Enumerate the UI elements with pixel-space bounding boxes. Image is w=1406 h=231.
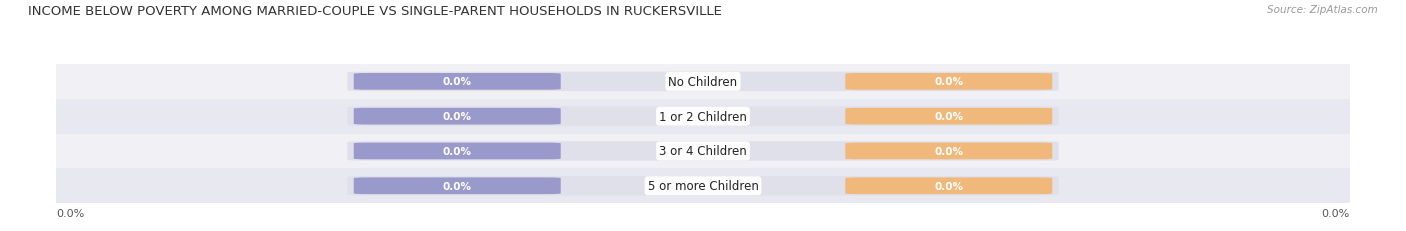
FancyBboxPatch shape [347,107,1059,126]
FancyBboxPatch shape [354,143,561,160]
Text: 0.0%: 0.0% [443,77,472,87]
FancyBboxPatch shape [347,72,1059,92]
FancyBboxPatch shape [354,74,561,90]
Text: 0.0%: 0.0% [443,112,472,122]
Text: No Children: No Children [668,76,738,88]
Text: 0.0%: 0.0% [56,208,84,218]
FancyBboxPatch shape [845,108,1052,125]
Text: 0.0%: 0.0% [934,112,963,122]
FancyBboxPatch shape [56,65,1350,99]
FancyBboxPatch shape [354,178,561,194]
Text: 1 or 2 Children: 1 or 2 Children [659,110,747,123]
Text: 0.0%: 0.0% [934,77,963,87]
FancyBboxPatch shape [845,178,1052,194]
Text: 0.0%: 0.0% [934,181,963,191]
Text: 5 or more Children: 5 or more Children [648,179,758,192]
FancyBboxPatch shape [347,176,1059,196]
Text: INCOME BELOW POVERTY AMONG MARRIED-COUPLE VS SINGLE-PARENT HOUSEHOLDS IN RUCKERS: INCOME BELOW POVERTY AMONG MARRIED-COUPL… [28,5,723,18]
FancyBboxPatch shape [56,99,1350,134]
Text: 3 or 4 Children: 3 or 4 Children [659,145,747,158]
Text: 0.0%: 0.0% [934,146,963,156]
FancyBboxPatch shape [56,169,1350,203]
FancyBboxPatch shape [845,74,1052,90]
FancyBboxPatch shape [347,142,1059,161]
FancyBboxPatch shape [56,134,1350,169]
FancyBboxPatch shape [845,143,1052,160]
Text: Source: ZipAtlas.com: Source: ZipAtlas.com [1267,5,1378,15]
Text: 0.0%: 0.0% [1322,208,1350,218]
FancyBboxPatch shape [354,108,561,125]
Text: 0.0%: 0.0% [443,146,472,156]
Text: 0.0%: 0.0% [443,181,472,191]
